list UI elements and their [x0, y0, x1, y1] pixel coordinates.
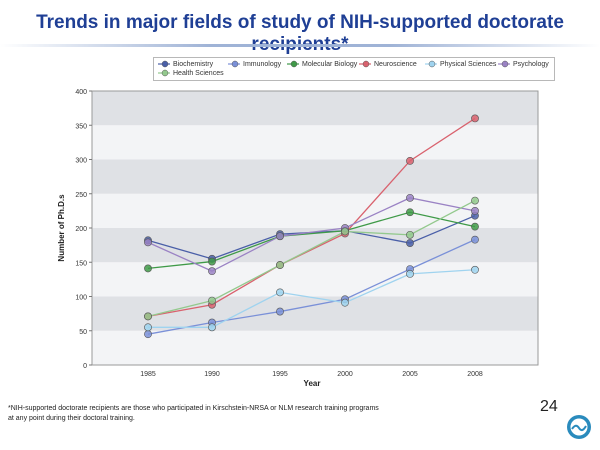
legend-entry-immunology: Immunology	[228, 60, 281, 68]
x-tick-label: 2005	[402, 371, 418, 378]
data-point-biochemistry	[406, 239, 414, 247]
page-number: 24	[540, 398, 558, 415]
data-point-molecular-biology	[406, 208, 414, 217]
series-line-molecular-biology	[147, 211, 476, 270]
x-axis-label: Year	[304, 379, 321, 388]
y-tick-label: 0	[83, 363, 87, 370]
legend-label-biochemistry: Biochemistry	[173, 60, 214, 68]
data-point-health-sciences	[144, 312, 152, 321]
data-point-immunology	[144, 330, 152, 339]
data-point-molecular-biology	[208, 257, 216, 266]
data-point-health-sciences	[406, 230, 414, 239]
x-tick-label: 2008	[467, 371, 483, 378]
data-point-physical-sciences	[471, 265, 479, 274]
data-point-psychology	[208, 267, 216, 276]
line-chart: 0 50 100 150 200 250 300 350 400 1985 1990 1995 2000…	[57, 89, 539, 388]
chart-legend: Biochemistry Immunology Molecular Biology N…	[153, 57, 555, 81]
legend-label-molecular-biology: Molecular Biology	[302, 60, 358, 68]
legend-label-psychology: Psychology	[513, 60, 549, 68]
legend-swatch-physical-sciences	[425, 60, 437, 68]
series-line-psychology	[147, 197, 476, 272]
y-tick-label: 200	[75, 226, 87, 233]
plot-band	[92, 91, 538, 126]
x-tick-label: 1990	[204, 371, 220, 378]
data-point-psychology	[144, 238, 152, 247]
y-tick-label: 350	[75, 123, 87, 130]
data-point-physical-sciences	[276, 288, 284, 297]
legend-label-health-sciences: Health Sciences	[173, 69, 224, 77]
organization-logo-icon	[567, 415, 591, 439]
data-point-psychology	[406, 193, 414, 202]
footnote-line-1: *NIH-supported doctorate recipients are …	[8, 405, 379, 412]
plot-band	[92, 262, 538, 297]
plot-band	[92, 193, 538, 228]
data-point-physical-sciences	[341, 298, 349, 307]
footnote: *NIH-supported doctorate recipients are …	[8, 404, 478, 424]
plot-band	[92, 125, 538, 160]
legend-swatch-psychology	[498, 60, 510, 68]
footnote-line-2: at any point during their doctoral train…	[8, 415, 135, 422]
series-line-neuroscience	[147, 117, 476, 318]
series-line-health-sciences	[147, 200, 476, 317]
data-point-psychology	[276, 232, 284, 241]
data-point-neuroscience	[406, 156, 414, 165]
legend-entry-psychology: Psychology	[498, 60, 549, 68]
legend-entry-molecular-biology: Molecular Biology	[287, 60, 357, 68]
y-axis-label: Number of Ph.D.s	[57, 194, 66, 262]
legend-swatch-molecular-biology	[287, 60, 299, 68]
y-tick-label: 50	[79, 329, 87, 336]
data-point-physical-sciences	[406, 269, 414, 278]
legend-label-immunology: Immunology	[243, 60, 282, 68]
data-point-health-sciences	[341, 227, 349, 236]
data-point-psychology	[471, 206, 479, 215]
y-tick-label: 150	[75, 260, 87, 267]
plot-band	[92, 159, 538, 194]
title-divider	[0, 44, 600, 47]
legend-label-physical-sciences: Physical Sciences	[440, 60, 497, 68]
legend-swatch-biochemistry	[158, 60, 170, 68]
y-tick-label: 100	[75, 295, 87, 302]
legend-entry-health-sciences: Health Sciences	[158, 69, 224, 77]
series-line-immunology	[147, 239, 476, 335]
legend-label-neuroscience: Neuroscience	[374, 60, 417, 68]
legend-entry-neuroscience: Neuroscience	[359, 60, 417, 68]
data-point-physical-sciences	[144, 323, 152, 332]
x-tick-label: 2000	[337, 371, 353, 378]
y-tick-label: 300	[75, 158, 87, 165]
data-point-immunology	[471, 235, 479, 244]
legend-swatch-immunology	[228, 60, 240, 68]
legend-entry-biochemistry: Biochemistry	[158, 60, 213, 68]
data-point-molecular-biology	[144, 264, 152, 273]
x-tick-label: 1985	[140, 371, 156, 378]
series-line-physical-sciences	[148, 269, 476, 328]
legend-swatch-health-sciences	[158, 69, 170, 77]
data-point-molecular-biology	[471, 222, 479, 231]
data-point-health-sciences	[471, 196, 479, 205]
x-tick-label: 1995	[272, 371, 288, 378]
data-point-health-sciences	[276, 261, 284, 269]
legend-entry-physical-sciences: Physical Sciences	[425, 60, 496, 68]
y-tick-label: 400	[75, 89, 87, 96]
data-point-health-sciences	[208, 296, 216, 305]
plot-band	[92, 330, 538, 365]
data-point-neuroscience	[471, 114, 479, 123]
data-point-immunology	[276, 307, 284, 316]
y-tick-label: 250	[75, 192, 87, 199]
legend-swatch-neuroscience	[359, 60, 371, 68]
data-point-physical-sciences	[208, 323, 216, 332]
